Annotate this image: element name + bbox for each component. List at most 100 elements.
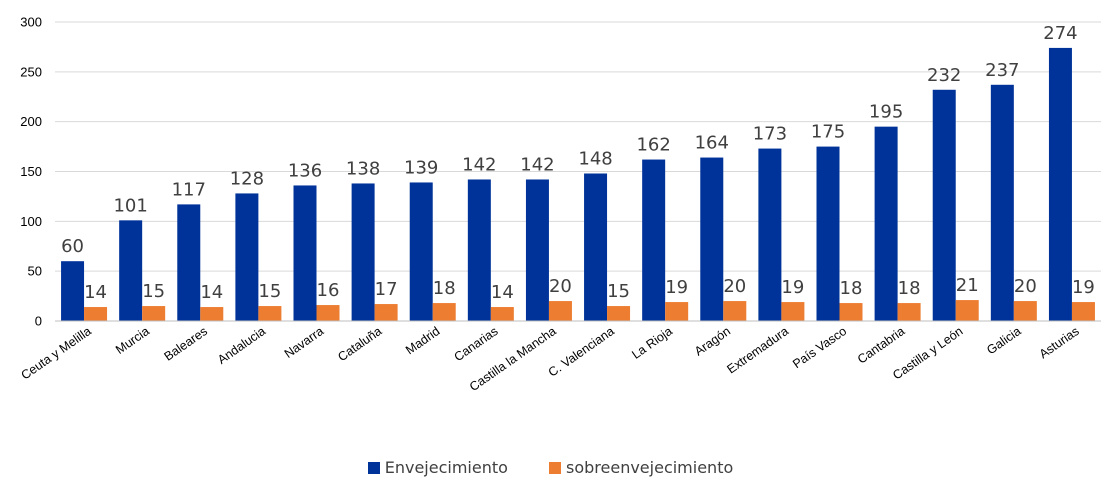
data-label: 162	[636, 135, 670, 156]
y-tick-label: 250	[20, 64, 42, 79]
data-label: 14	[491, 282, 514, 303]
x-tick-label: Andalucia	[215, 324, 268, 367]
data-label: 18	[840, 278, 863, 299]
data-label: 16	[317, 280, 340, 301]
y-tick-label: 0	[35, 314, 42, 329]
bar-sobreenvejecimiento	[200, 307, 224, 321]
x-tick-label: Madrid	[403, 324, 442, 357]
data-label: 17	[375, 279, 398, 300]
bar-sobreenvejecimiento	[607, 306, 631, 321]
bar-envejecimiento	[584, 173, 608, 321]
data-label: 14	[200, 282, 223, 303]
data-label: 19	[1072, 277, 1095, 298]
data-label: 138	[346, 158, 380, 179]
legend-swatch-envejecimiento	[367, 461, 380, 474]
legend-item-sobreenvejecimiento: sobreenvejecimiento	[549, 458, 733, 477]
data-label: 20	[1014, 276, 1037, 297]
data-label: 164	[695, 133, 729, 154]
bar-chart: 0 50 100 150 200 250 300 60 14 101 15 117 14 128 15 13…	[19, 15, 1101, 394]
data-label: 128	[230, 168, 264, 189]
bar-sobreenvejecimiento	[142, 306, 166, 321]
data-label: 232	[927, 65, 961, 86]
bar-sobreenvejecimiento	[490, 307, 514, 321]
data-label: 19	[665, 277, 688, 298]
y-axis: 0 50 100 150 200 250 300	[20, 15, 42, 329]
bar-sobreenvejecimiento	[665, 302, 689, 321]
data-label: 142	[520, 154, 554, 175]
bar-sobreenvejecimiento	[1071, 302, 1095, 321]
bar-envejecimiento	[932, 89, 956, 321]
bar-sobreenvejecimiento	[723, 301, 747, 321]
data-label: 15	[258, 281, 281, 302]
x-tick-label: Canarias	[452, 324, 501, 364]
x-tick-label: Murcia	[113, 324, 152, 357]
bar-envejecimiento	[61, 261, 85, 321]
data-label: 173	[753, 124, 787, 145]
bar-envejecimiento	[642, 159, 666, 321]
data-label: 21	[956, 275, 979, 296]
data-label: 18	[433, 278, 456, 299]
bar-sobreenvejecimiento	[432, 303, 456, 321]
y-tick-label: 100	[20, 214, 42, 229]
x-tick-label: Asturias	[1037, 324, 1082, 361]
bar-sobreenvejecimiento	[897, 303, 921, 321]
y-tick-label: 50	[28, 264, 42, 279]
data-label: 18	[898, 278, 921, 299]
legend-swatch-sobreenvejecimiento	[549, 461, 561, 474]
bar-envejecimiento	[235, 193, 259, 321]
x-tick-label: Galicia	[984, 324, 1023, 357]
data-label: 101	[113, 195, 147, 216]
bar-envejecimiento	[700, 157, 724, 321]
bar-sobreenvejecimiento	[548, 301, 572, 321]
y-tick-label: 300	[20, 15, 42, 30]
x-tick-label: Baleares	[162, 324, 210, 364]
gridlines	[55, 21, 1101, 322]
y-tick-label: 150	[20, 164, 42, 179]
bar-envejecimiento	[119, 220, 143, 321]
x-tick-label: Aragón	[692, 324, 733, 359]
x-tick-label: Ceuta y Melilla	[19, 324, 94, 383]
bar-sobreenvejecimiento	[839, 303, 863, 321]
bar-envejecimiento	[990, 84, 1014, 321]
bar-envejecimiento	[177, 204, 201, 321]
bar-sobreenvejecimiento	[84, 307, 108, 321]
data-label: 148	[578, 148, 612, 169]
bars	[61, 47, 1095, 322]
data-label: 15	[607, 281, 630, 302]
data-label: 14	[84, 282, 107, 303]
bar-envejecimiento	[467, 179, 491, 321]
data-label: 139	[404, 157, 438, 178]
legend: Envejecimiento sobreenvejecimiento	[0, 458, 1101, 478]
data-label: 195	[869, 102, 903, 123]
bar-sobreenvejecimiento	[258, 306, 282, 321]
data-label: 142	[462, 154, 496, 175]
data-label: 19	[781, 277, 804, 298]
x-tick-label: La Rioja	[629, 324, 675, 362]
x-axis: Ceuta y Melilla Murcia Baleares Andalucia Na…	[19, 320, 1101, 394]
bar-sobreenvejecimiento	[781, 302, 805, 321]
data-labels: 60 14 101 15 117 14 128 15 136 16 138 17 139 18 142 14 1…	[61, 23, 1095, 303]
legend-item-envejecimiento: Envejecimiento	[367, 458, 508, 477]
y-tick-label: 200	[20, 114, 42, 129]
x-tick-label: Cantabria	[855, 324, 907, 367]
bar-envejecimiento	[351, 183, 375, 321]
bar-envejecimiento	[1048, 47, 1072, 322]
data-label: 117	[172, 179, 206, 200]
legend-label-envejecimiento: Envejecimiento	[384, 458, 508, 477]
bar-envejecimiento	[758, 148, 782, 321]
data-label: 274	[1043, 23, 1077, 44]
x-tick-label: Cataluña	[335, 324, 384, 364]
bar-sobreenvejecimiento	[955, 300, 979, 321]
bar-sobreenvejecimiento	[1013, 301, 1037, 321]
bar-envejecimiento	[409, 182, 433, 321]
legend-label-sobreenvejecimiento: sobreenvejecimiento	[566, 458, 734, 477]
data-label: 60	[61, 236, 84, 257]
x-tick-label: País Vasco	[790, 324, 849, 371]
data-label: 136	[288, 160, 322, 181]
data-label: 15	[142, 281, 165, 302]
data-label: 175	[811, 122, 845, 143]
data-label: 20	[549, 276, 572, 297]
bar-envejecimiento	[874, 126, 898, 322]
bar-envejecimiento	[293, 185, 317, 321]
bar-envejecimiento	[525, 179, 549, 321]
